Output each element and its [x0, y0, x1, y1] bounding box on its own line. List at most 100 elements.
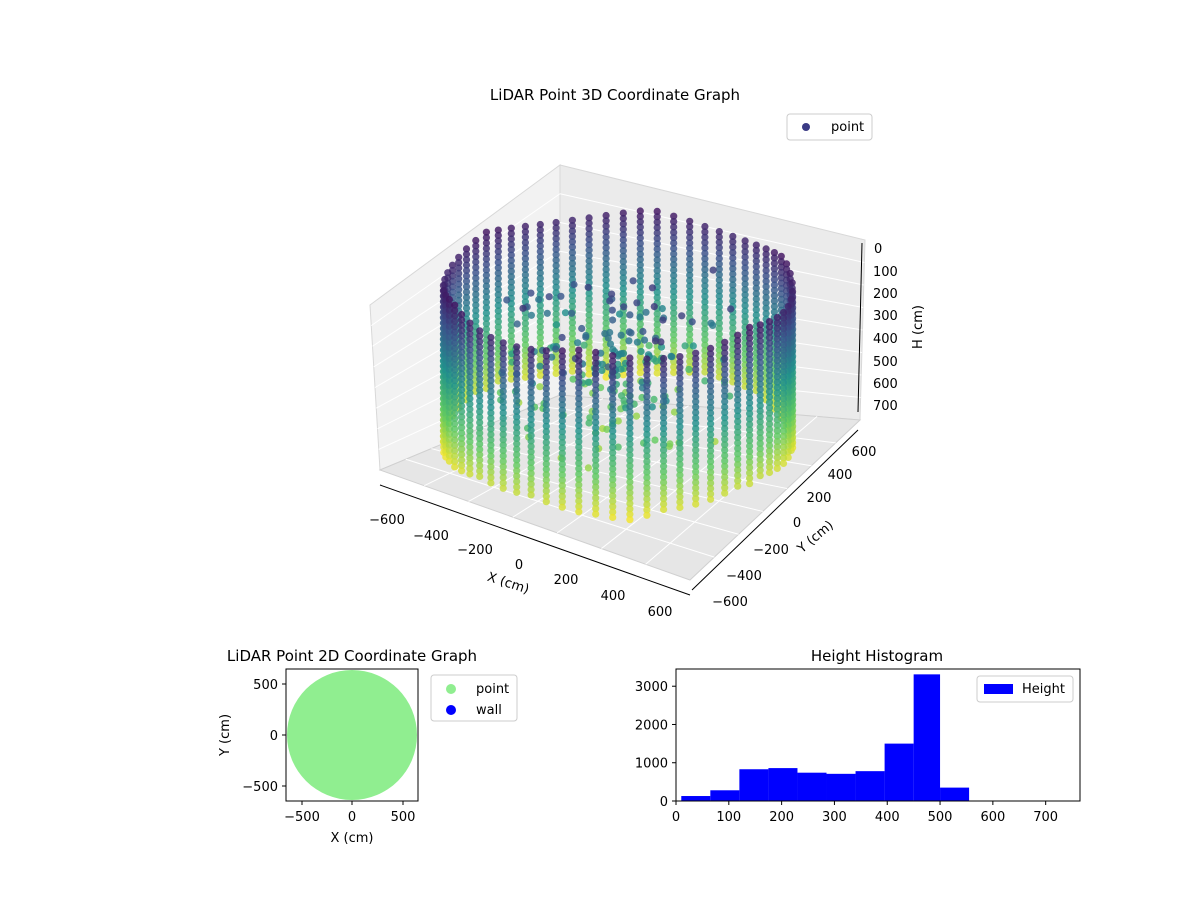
cloud-point — [659, 317, 666, 324]
cloud-point — [734, 483, 741, 490]
z-tick-label: 500 — [873, 355, 898, 370]
cloud-point — [692, 501, 699, 508]
cloud-point — [476, 473, 483, 480]
y-tick-label: −600 — [712, 595, 748, 610]
chart-histogram: Height Histogram 0 100 200 300 400 500 600 700 … — [635, 647, 1080, 825]
histogram-bar — [940, 788, 969, 801]
cloud-point — [503, 296, 510, 303]
cloud-point — [466, 470, 473, 477]
cloud-point — [592, 510, 599, 517]
legend-marker-height — [984, 684, 1013, 694]
cloud-point — [757, 472, 764, 479]
cloud-point — [649, 284, 656, 291]
z-tick-label: 600 — [873, 377, 898, 392]
z-tick-label: 0 — [874, 242, 882, 257]
y-tick-label: 2000 — [635, 718, 668, 733]
x-tick-label: −200 — [457, 543, 493, 558]
cloud-point — [708, 320, 715, 327]
x-axis-label-2d: X (cm) — [331, 831, 374, 846]
cloud-point — [458, 467, 465, 474]
x-tick-label: 400 — [601, 589, 626, 604]
cloud-point — [557, 293, 564, 300]
y-tick-label: −400 — [726, 569, 762, 584]
cloud-point — [543, 498, 550, 505]
cloud-point — [636, 313, 643, 320]
cloud-point — [487, 479, 494, 486]
cloud-point — [654, 370, 661, 377]
histogram-bar — [856, 771, 885, 801]
cloud-point — [581, 342, 588, 349]
cloud-point — [535, 296, 542, 303]
cloud-point — [582, 334, 589, 341]
histogram-bar — [914, 674, 940, 801]
y-tick-label: 3000 — [635, 680, 668, 695]
cloud-point — [536, 383, 543, 390]
cloud-point — [626, 516, 633, 523]
x-axis-ticks-2d: −500 0 500 — [284, 801, 415, 825]
histogram-title: Height Histogram — [811, 647, 943, 665]
cloud-point — [676, 504, 683, 511]
y-tick-label: −200 — [753, 543, 789, 558]
x-tick-label: 600 — [648, 605, 673, 620]
cloud-point — [609, 307, 616, 314]
histogram-bar — [681, 796, 710, 801]
cloud-point — [710, 267, 717, 274]
cloud-point — [574, 339, 581, 346]
y-axis-ticks-2d: 500 0 −500 — [242, 678, 286, 795]
cloud-point — [633, 413, 640, 420]
cloud-point — [646, 342, 653, 349]
cloud-point — [553, 321, 560, 328]
cloud-point — [637, 369, 644, 376]
x-tick-label: 300 — [822, 810, 847, 825]
histogram-bar — [827, 774, 856, 801]
histogram-bar — [710, 790, 739, 801]
y-tick-label: 0 — [793, 516, 801, 531]
y-tick-label: −500 — [242, 780, 278, 795]
cloud-point — [575, 508, 582, 515]
cloud-point — [657, 338, 664, 345]
cloud-point — [608, 291, 615, 298]
cloud-point — [585, 284, 592, 291]
cloud-point — [544, 310, 551, 317]
cloud-point — [641, 337, 648, 344]
legend-label-point: point — [831, 120, 864, 135]
cloud-point — [650, 396, 657, 403]
cloud-point — [451, 463, 458, 470]
cloud-point — [670, 369, 677, 376]
chart-2d-legend: point wall — [431, 675, 517, 721]
x-tick-label: 600 — [980, 810, 1005, 825]
cloud-point — [690, 342, 697, 349]
cloud-point — [766, 469, 773, 476]
cloud-point — [585, 379, 592, 386]
x-tick-label: 0 — [672, 810, 680, 825]
cloud-point — [727, 305, 734, 312]
x-tick-label: 400 — [875, 810, 900, 825]
cloud-point — [682, 342, 689, 349]
histogram-legend: Height — [977, 676, 1073, 702]
z-tick-label: 400 — [873, 332, 898, 347]
cloud-point — [585, 464, 592, 471]
cloud-point — [528, 491, 535, 498]
cloud-point — [618, 332, 625, 339]
cloud-point — [659, 305, 666, 312]
x-tick-label: 200 — [554, 573, 579, 588]
y-tick-label: 500 — [253, 678, 278, 693]
histogram-bar — [797, 773, 826, 801]
cloud-point — [651, 303, 658, 310]
y-axis-ticks-histogram: 0100020003000 — [635, 680, 676, 810]
cloud-point — [678, 312, 685, 319]
z-axis-ticks: 0 100 200 300 400 500 600 700 — [873, 242, 898, 414]
cloud-point — [570, 281, 577, 288]
cloud-point — [559, 334, 566, 341]
histogram-bars — [681, 674, 969, 801]
chart-3d-title: LiDAR Point 3D Coordinate Graph — [490, 86, 740, 104]
y-axis-label-2d: Y (cm) — [218, 714, 233, 757]
cloud-point — [651, 437, 658, 444]
cloud-point — [536, 363, 543, 370]
x-tick-label: −400 — [413, 529, 449, 544]
x-tick-label: −500 — [284, 810, 320, 825]
z-tick-label: 700 — [873, 399, 898, 414]
cloud-point — [527, 290, 534, 297]
x-tick-label: 500 — [391, 810, 416, 825]
x-tick-label: 200 — [769, 810, 794, 825]
